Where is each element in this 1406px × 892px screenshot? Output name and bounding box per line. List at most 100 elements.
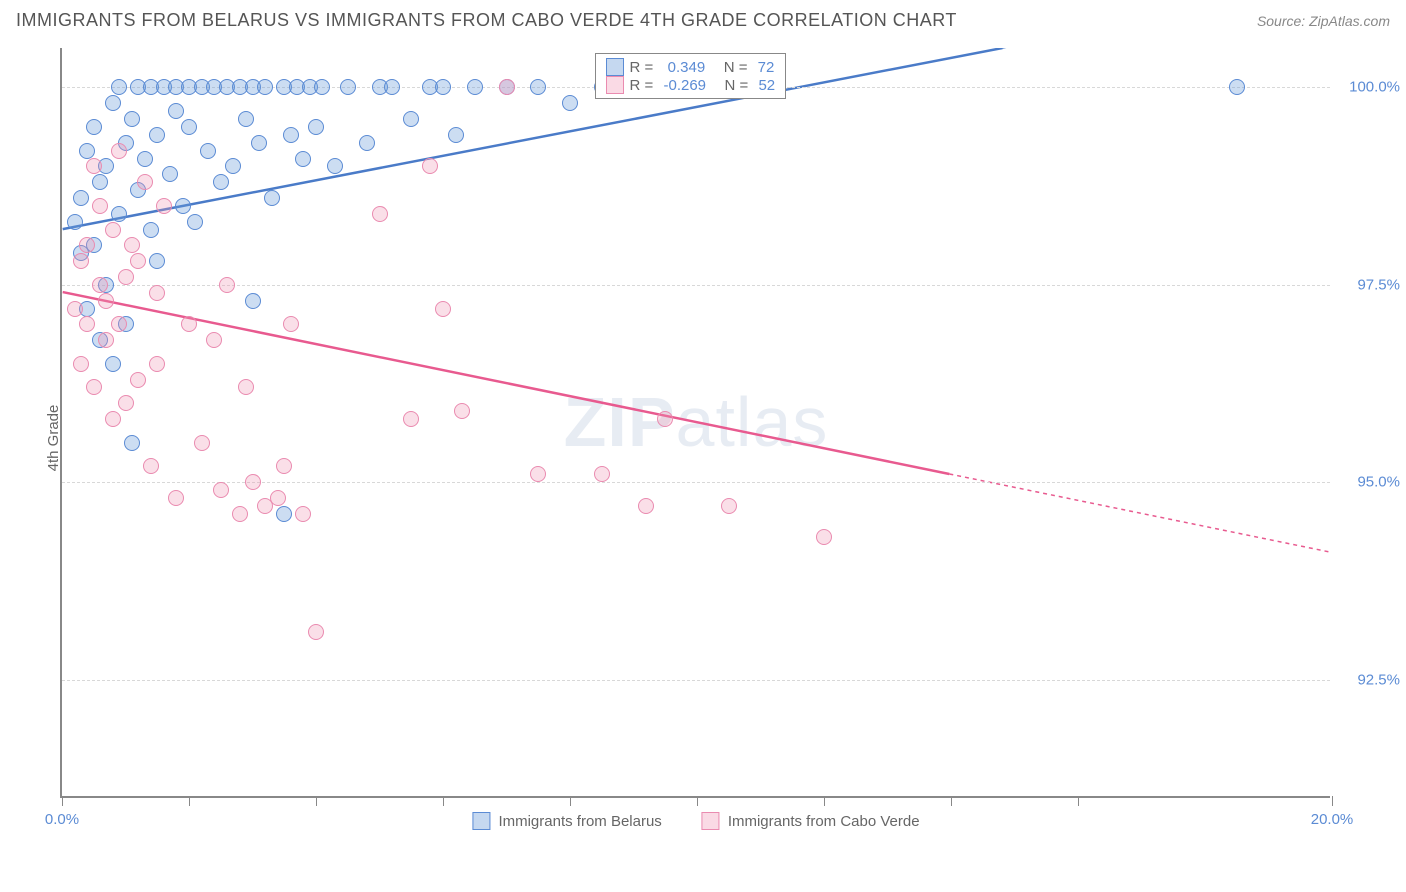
scatter-point xyxy=(327,158,343,174)
scatter-point xyxy=(257,79,273,95)
corr-row: R = 0.349 N = 72 xyxy=(606,58,776,76)
scatter-point xyxy=(168,490,184,506)
chart-title: IMMIGRANTS FROM BELARUS VS IMMIGRANTS FR… xyxy=(16,10,957,31)
scatter-point xyxy=(98,293,114,309)
scatter-point xyxy=(530,466,546,482)
scatter-point xyxy=(245,474,261,490)
x-tick xyxy=(1078,796,1079,806)
scatter-point xyxy=(213,482,229,498)
scatter-point xyxy=(283,127,299,143)
x-tick xyxy=(443,796,444,806)
scatter-point xyxy=(181,316,197,332)
scatter-point xyxy=(67,301,83,317)
scatter-point xyxy=(92,174,108,190)
scatter-point xyxy=(105,95,121,111)
pink-swatch-icon xyxy=(606,76,624,94)
scatter-point xyxy=(232,506,248,522)
y-tick-label: 97.5% xyxy=(1357,276,1400,293)
series-legend: Immigrants from Belarus Immigrants from C… xyxy=(472,812,919,830)
scatter-point xyxy=(79,316,95,332)
scatter-point xyxy=(86,158,102,174)
scatter-point xyxy=(92,198,108,214)
scatter-point xyxy=(86,379,102,395)
scatter-point xyxy=(187,214,203,230)
scatter-point xyxy=(467,79,483,95)
scatter-point xyxy=(105,411,121,427)
x-tick-label: 20.0% xyxy=(1311,811,1354,828)
scatter-point xyxy=(238,111,254,127)
scatter-point xyxy=(124,435,140,451)
scatter-point xyxy=(130,253,146,269)
x-tick xyxy=(189,796,190,806)
scatter-point xyxy=(168,103,184,119)
scatter-point xyxy=(137,151,153,167)
x-tick xyxy=(1332,796,1333,806)
scatter-point xyxy=(149,127,165,143)
scatter-point xyxy=(594,466,610,482)
scatter-point xyxy=(435,79,451,95)
gridline xyxy=(62,285,1330,286)
legend-item: Immigrants from Belarus xyxy=(472,812,661,830)
scatter-point xyxy=(156,198,172,214)
scatter-point xyxy=(79,143,95,159)
scatter-point xyxy=(92,277,108,293)
scatter-point xyxy=(638,498,654,514)
y-tick-label: 92.5% xyxy=(1357,671,1400,688)
x-tick xyxy=(62,796,63,806)
scatter-point xyxy=(1229,79,1245,95)
scatter-point xyxy=(67,214,83,230)
scatter-point xyxy=(435,301,451,317)
scatter-point xyxy=(403,411,419,427)
scatter-point xyxy=(270,490,286,506)
scatter-point xyxy=(562,95,578,111)
x-tick xyxy=(697,796,698,806)
scatter-point xyxy=(372,206,388,222)
scatter-point xyxy=(384,79,400,95)
legend-label: Immigrants from Belarus xyxy=(498,813,661,830)
scatter-point xyxy=(219,277,235,293)
scatter-point xyxy=(283,316,299,332)
x-tick xyxy=(570,796,571,806)
scatter-point xyxy=(130,372,146,388)
scatter-point xyxy=(721,498,737,514)
gridline xyxy=(62,680,1330,681)
scatter-point xyxy=(295,151,311,167)
scatter-point xyxy=(276,506,292,522)
blue-swatch-icon xyxy=(472,812,490,830)
scatter-point xyxy=(105,222,121,238)
scatter-point xyxy=(359,135,375,151)
scatter-point xyxy=(149,356,165,372)
trend-lines xyxy=(62,48,1330,796)
source-label: Source: ZipAtlas.com xyxy=(1257,13,1390,29)
scatter-point xyxy=(79,237,95,253)
scatter-point xyxy=(295,506,311,522)
scatter-point xyxy=(225,158,241,174)
scatter-point xyxy=(137,174,153,190)
scatter-point xyxy=(86,119,102,135)
scatter-point xyxy=(143,222,159,238)
scatter-point xyxy=(73,356,89,372)
scatter-point xyxy=(308,119,324,135)
scatter-point xyxy=(213,174,229,190)
x-tick xyxy=(951,796,952,806)
scatter-point xyxy=(530,79,546,95)
scatter-point xyxy=(245,293,261,309)
x-tick-label: 0.0% xyxy=(45,811,79,828)
scatter-point xyxy=(118,395,134,411)
scatter-point xyxy=(98,332,114,348)
scatter-point xyxy=(308,624,324,640)
scatter-point xyxy=(111,143,127,159)
watermark: ZIPatlas xyxy=(564,382,829,462)
scatter-point xyxy=(238,379,254,395)
scatter-point xyxy=(200,143,216,159)
scatter-point xyxy=(657,411,673,427)
legend-label: Immigrants from Cabo Verde xyxy=(728,813,920,830)
scatter-point xyxy=(73,253,89,269)
scatter-point xyxy=(111,316,127,332)
scatter-point xyxy=(454,403,470,419)
scatter-point xyxy=(276,458,292,474)
y-tick-label: 100.0% xyxy=(1349,79,1400,96)
scatter-point xyxy=(124,237,140,253)
scatter-point xyxy=(118,269,134,285)
plot-area: ZIPatlas 92.5%95.0%97.5%100.0%0.0%20.0%R… xyxy=(60,48,1330,798)
